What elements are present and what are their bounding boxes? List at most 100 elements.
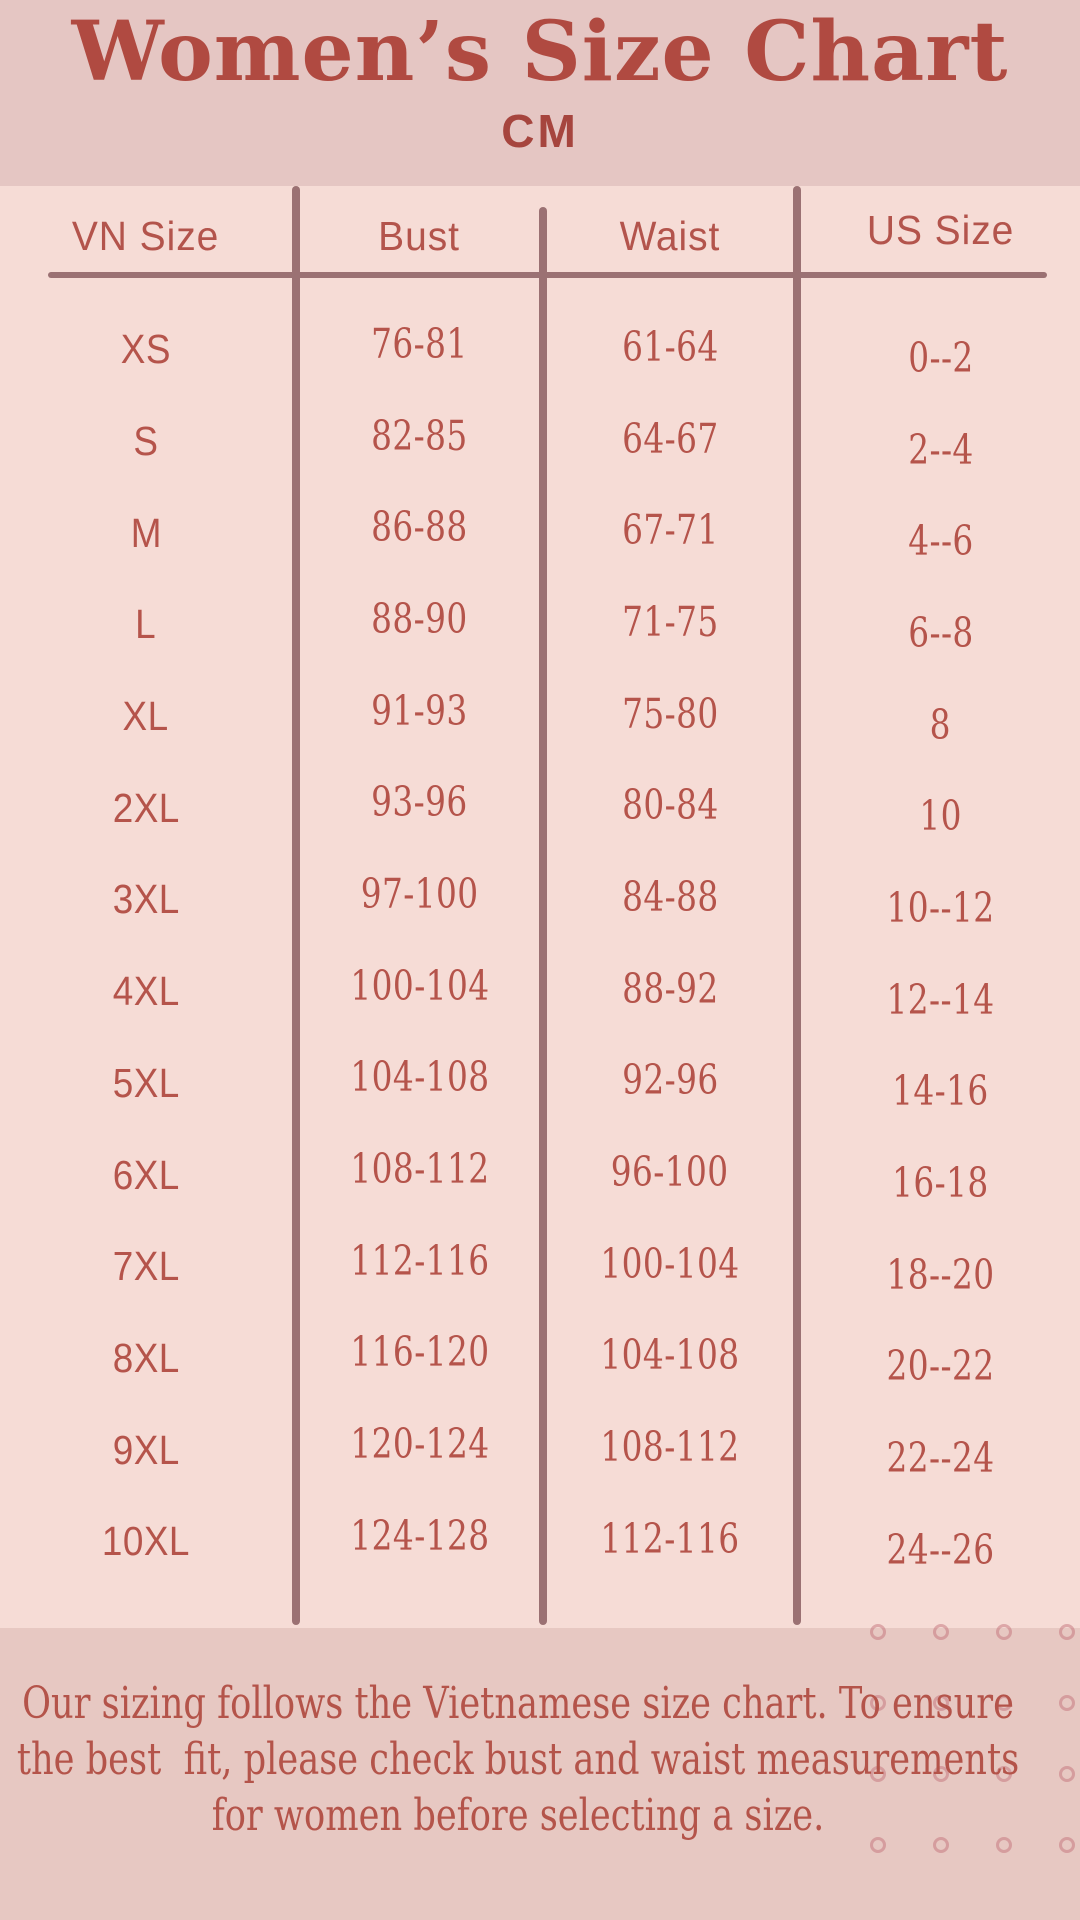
cell-bust: 120-124 [349, 1420, 490, 1469]
cell-us-size: 20--22 [886, 1342, 995, 1391]
cell-bust: 88-90 [371, 594, 468, 643]
column-header-vn-size: VN Size [72, 212, 220, 259]
column-header-us-size: US Size [866, 206, 1015, 253]
cell-us-size: 0--2 [907, 333, 974, 382]
cell-vn-size: 2XL [112, 784, 180, 831]
column-divider-3 [793, 186, 801, 1625]
circle-outline-icon [1059, 1624, 1075, 1640]
cell-waist: 92-96 [621, 1056, 719, 1105]
cell-waist: 80-84 [621, 781, 719, 830]
cell-waist: 112-116 [600, 1514, 740, 1563]
header-underline [48, 272, 1047, 278]
cell-vn-size: XS [120, 326, 172, 373]
cell-waist: 88-92 [621, 964, 719, 1013]
cell-us-size: 4--6 [907, 517, 974, 566]
column-divider-2 [539, 207, 547, 1625]
table-row: S 82-85 64-67 2--4 [0, 396, 1080, 488]
table-row: M 86-88 67-71 4--6 [0, 487, 1080, 579]
cell-bust: 76-81 [371, 319, 468, 368]
unit-label: CM [501, 105, 579, 157]
table-row: 8XL 116-120 104-108 20--22 [0, 1313, 1080, 1405]
circle-outline-icon [933, 1695, 949, 1711]
circle-outline-icon [933, 1624, 949, 1640]
cell-vn-size: 4XL [112, 968, 180, 1015]
cell-waist: 64-67 [621, 414, 719, 463]
cell-bust: 97-100 [360, 869, 479, 918]
cell-bust: 112-116 [349, 1236, 490, 1285]
page-title: Women’s Size Chart [71, 4, 1009, 100]
cell-vn-size: 10XL [101, 1518, 190, 1565]
table-row: 10XL 124-128 112-116 24--26 [0, 1496, 1080, 1588]
circle-outline-icon [996, 1766, 1012, 1782]
circle-outline-icon [870, 1766, 886, 1782]
cell-bust: 93-96 [371, 778, 468, 827]
table-row: XL 91-93 75-80 8 [0, 671, 1080, 763]
cell-bust: 86-88 [371, 503, 468, 552]
cell-waist: 61-64 [621, 322, 719, 371]
cell-vn-size: 9XL [112, 1426, 180, 1473]
cell-bust: 82-85 [371, 411, 468, 460]
cell-waist: 108-112 [600, 1423, 740, 1472]
table-row: L 88-90 71-75 6--8 [0, 579, 1080, 671]
cell-waist: 71-75 [621, 597, 719, 646]
cell-us-size: 16-18 [892, 1159, 989, 1208]
cell-waist: 75-80 [621, 689, 719, 738]
column-header-waist: Waist [619, 212, 721, 259]
cell-waist: 104-108 [600, 1331, 740, 1380]
cell-waist: 67-71 [621, 506, 719, 555]
column-divider-1 [292, 186, 300, 1625]
cell-us-size: 10 [919, 792, 962, 841]
circle-outline-icon [1059, 1837, 1075, 1853]
cell-bust: 124-128 [349, 1511, 490, 1560]
circle-outline-icon [870, 1624, 886, 1640]
cell-vn-size: 7XL [112, 1243, 180, 1290]
cell-us-size: 14-16 [892, 1067, 989, 1116]
cell-bust: 108-112 [349, 1145, 490, 1194]
table-row: XS 76-81 61-64 0--2 [0, 304, 1080, 396]
cell-vn-size: 5XL [112, 1059, 180, 1106]
cell-bust: 116-120 [349, 1328, 490, 1377]
cell-waist: 96-100 [611, 1148, 729, 1197]
table-body: XS 76-81 61-64 0--2 S 82-85 64-67 2--4 M… [0, 304, 1080, 1588]
circle-outline-icon [996, 1695, 1012, 1711]
cell-bust: 104-108 [349, 1053, 490, 1102]
header-band [0, 0, 1080, 186]
circle-outline-icon [870, 1837, 886, 1853]
table-row: 4XL 100-104 88-92 12--14 [0, 946, 1080, 1038]
cell-vn-size: L [135, 601, 157, 648]
table-row: 7XL 112-116 100-104 18--20 [0, 1221, 1080, 1313]
table-row: 3XL 97-100 84-88 10--12 [0, 854, 1080, 946]
table-row: 6XL 108-112 96-100 16-18 [0, 1129, 1080, 1221]
cell-us-size: 18--20 [886, 1250, 995, 1299]
table-row: 5XL 104-108 92-96 14-16 [0, 1038, 1080, 1130]
cell-vn-size: 3XL [112, 876, 180, 923]
cell-waist: 100-104 [600, 1239, 740, 1288]
table-row: 2XL 93-96 80-84 10 [0, 762, 1080, 854]
cell-us-size: 22--24 [886, 1434, 995, 1483]
circle-outline-icon [933, 1766, 949, 1782]
cell-us-size: 12--14 [886, 975, 995, 1024]
cell-vn-size: M [130, 509, 162, 556]
circle-outline-icon [996, 1837, 1012, 1853]
circle-outline-icon [1059, 1695, 1075, 1711]
circle-outline-icon [870, 1695, 886, 1711]
cell-vn-size: 6XL [112, 1151, 180, 1198]
circle-outline-icon [1059, 1766, 1075, 1782]
footer-band [0, 1628, 1080, 1920]
cell-bust: 91-93 [371, 686, 468, 735]
cell-us-size: 24--26 [886, 1525, 995, 1574]
cell-us-size: 10--12 [886, 883, 995, 932]
cell-vn-size: S [133, 418, 159, 465]
circle-outline-icon [933, 1837, 949, 1853]
cell-vn-size: XL [122, 693, 170, 740]
cell-bust: 100-104 [349, 961, 490, 1010]
table-row: 9XL 120-124 108-112 22--24 [0, 1404, 1080, 1496]
cell-vn-size: 8XL [112, 1334, 180, 1381]
cell-us-size: 6--8 [907, 608, 974, 657]
cell-us-size: 2--4 [907, 425, 974, 474]
cell-waist: 84-88 [621, 872, 719, 921]
column-header-bust: Bust [378, 212, 461, 259]
cell-us-size: 8 [929, 700, 952, 749]
footer-note: Our sizing follows the Vietnamese size c… [16, 1678, 1020, 1841]
